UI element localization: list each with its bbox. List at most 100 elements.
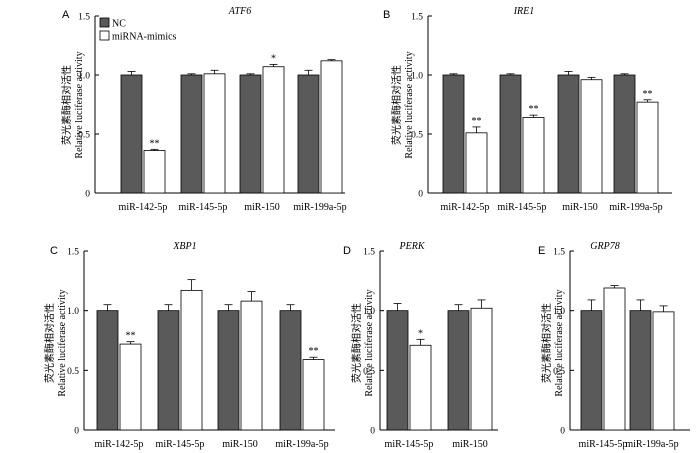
- y-axis-label: Relative luciferase activity: [404, 51, 415, 158]
- x-tick-label: miR-142-5p: [95, 439, 144, 450]
- panel-letter: E: [538, 245, 545, 257]
- x-tick-label: miR-145-5p: [156, 439, 205, 450]
- y-tick-label: 0: [370, 427, 375, 437]
- bar-nc: [239, 74, 262, 194]
- y-axis-labels: 荧光素酶相对活性 Relative luciferase activity: [60, 51, 85, 158]
- y-tick-label: 1.0: [553, 307, 565, 317]
- y-tick-label: 1.0: [363, 307, 375, 317]
- x-tick-label: miR-145-5p: [179, 202, 228, 213]
- chart-panel-d: D PERK 0 0.5 1.0 1.5 荧光素酶相对活性 Relative lucifera…: [343, 241, 498, 450]
- y-axis-labels: 荧光素酶相对活性 Relative luciferase activity: [540, 289, 565, 396]
- y-axis-label-cn: 荧光素酶相对活性: [60, 65, 73, 145]
- bar-mimics: [203, 73, 226, 194]
- y-tick-label: 1.0: [78, 72, 90, 82]
- chart-title: XBP1: [172, 241, 196, 252]
- chart-title: ATF6: [228, 6, 251, 17]
- bar-nc: [120, 74, 143, 194]
- significance-marker: *: [271, 53, 276, 64]
- bar-nc: [279, 310, 302, 431]
- bar-nc: [613, 74, 636, 194]
- bar-mimics: [302, 359, 325, 431]
- bar-mimics: [470, 307, 493, 431]
- bar-nc: [442, 74, 465, 194]
- y-tick-label: 1.5: [67, 248, 79, 258]
- chart-title: PERK: [399, 241, 426, 252]
- legend-swatch-nc: [99, 17, 110, 28]
- bar-nc: [96, 310, 119, 431]
- y-axis-labels: 荧光素酶相对活性 Relative luciferase activity: [390, 51, 415, 158]
- bar-mimics: [652, 311, 675, 431]
- x-tick-label: miR-199a-5p: [293, 202, 346, 213]
- bar-nc: [157, 310, 180, 431]
- x-tick-label: miR-145-5p: [385, 439, 434, 450]
- y-axis-labels: 荧光素酶相对活性 Relative luciferase activity: [350, 289, 375, 396]
- bar-nc: [217, 310, 240, 431]
- significance-marker: **: [643, 89, 653, 100]
- significance-marker: **: [472, 116, 482, 127]
- significance-marker: **: [529, 104, 539, 115]
- x-tick-label: miR-150: [222, 439, 258, 450]
- bar-nc: [447, 310, 470, 431]
- y-axis-label-cn: 荧光素酶相对活性: [390, 65, 403, 145]
- legend-swatch-mimics: [99, 30, 110, 41]
- y-tick-label: 0: [74, 427, 79, 437]
- bar-mimics: [320, 60, 343, 194]
- chart-panel-c: C XBP1 0 0.5 1.0 1.5 荧光素酶相对活性 Relative lucifera…: [43, 241, 335, 450]
- x-tick-label: miR-142-5p: [119, 202, 168, 213]
- y-tick-label: 0.5: [553, 367, 565, 377]
- bar-nc: [386, 310, 409, 431]
- bar-nc: [499, 74, 522, 194]
- panel-letter: C: [50, 245, 58, 257]
- x-tick-label: miR-199a-5p: [625, 439, 678, 450]
- bar-mimics: [603, 287, 626, 431]
- y-tick-label: 1.5: [363, 248, 375, 258]
- bar-mimics: [636, 101, 659, 194]
- y-axis-label: Relative luciferase activity: [364, 289, 375, 396]
- chart-panel-b: B IRE1 0 0.5 1.0 1.5 荧光素酶相对活性 Relative lucifera…: [383, 6, 672, 213]
- bar-nc: [580, 310, 603, 431]
- y-tick-label: 0.5: [363, 367, 375, 377]
- y-axis-label-cn: 荧光素酶相对活性: [43, 303, 56, 383]
- bar-mimics: [240, 300, 263, 431]
- bar-mimics: [119, 343, 142, 431]
- y-axis-label: Relative luciferase activity: [554, 289, 565, 396]
- y-axis-label: Relative luciferase activity: [57, 289, 68, 396]
- x-tick-label: miR-199a-5p: [275, 439, 328, 450]
- y-tick-label: 0.5: [78, 131, 90, 141]
- chart-panel-e: E GRP78 0 0.5 1.0 1.5 荧光素酶相对活性 Relative lucifer…: [538, 241, 690, 450]
- x-tick-label: miR-150: [452, 439, 488, 450]
- y-tick-label: 0: [85, 190, 90, 200]
- panel-letter: B: [383, 9, 390, 21]
- y-axis-label: Relative luciferase activity: [74, 51, 85, 158]
- significance-marker: **: [126, 331, 136, 342]
- x-tick-label: miR-142-5p: [441, 202, 490, 213]
- y-tick-label: 0.5: [411, 131, 423, 141]
- y-tick-label: 1.5: [553, 248, 565, 258]
- bar-nc: [629, 310, 652, 431]
- significance-marker: **: [150, 138, 160, 149]
- x-tick-label: miR-199a-5p: [609, 202, 662, 213]
- y-axis-label-cn: 荧光素酶相对活性: [350, 303, 363, 383]
- y-axis-label-cn: 荧光素酶相对活性: [540, 303, 553, 383]
- legend-label-nc: NC: [112, 19, 126, 30]
- y-tick-label: 1.5: [411, 13, 423, 23]
- chart-title: GRP78: [590, 241, 619, 252]
- x-tick-label: miR-150: [244, 202, 280, 213]
- bar-mimics: [262, 66, 285, 194]
- panel-letter: D: [343, 245, 351, 257]
- bar-nc: [180, 74, 203, 194]
- y-tick-label: 1.5: [78, 13, 90, 23]
- chart-title: IRE1: [513, 6, 535, 17]
- legend-label-mimics: miRNA-mimics: [112, 32, 177, 43]
- bar-nc: [557, 74, 580, 194]
- x-tick-label: miR-150: [562, 202, 598, 213]
- y-tick-label: 0.5: [67, 367, 79, 377]
- x-tick-label: miR-145-5p: [498, 202, 547, 213]
- panel-letter: A: [62, 9, 70, 21]
- bar-mimics: [180, 289, 203, 431]
- significance-marker: *: [418, 328, 423, 339]
- y-axis-labels: 荧光素酶相对活性 Relative luciferase activity: [43, 289, 68, 396]
- chart-panel-a: A ATF6 0 0.5 1.0 1.5 荧光素酶相对活性 Relative lucifera…: [60, 6, 347, 213]
- y-tick-label: 1.0: [411, 72, 423, 82]
